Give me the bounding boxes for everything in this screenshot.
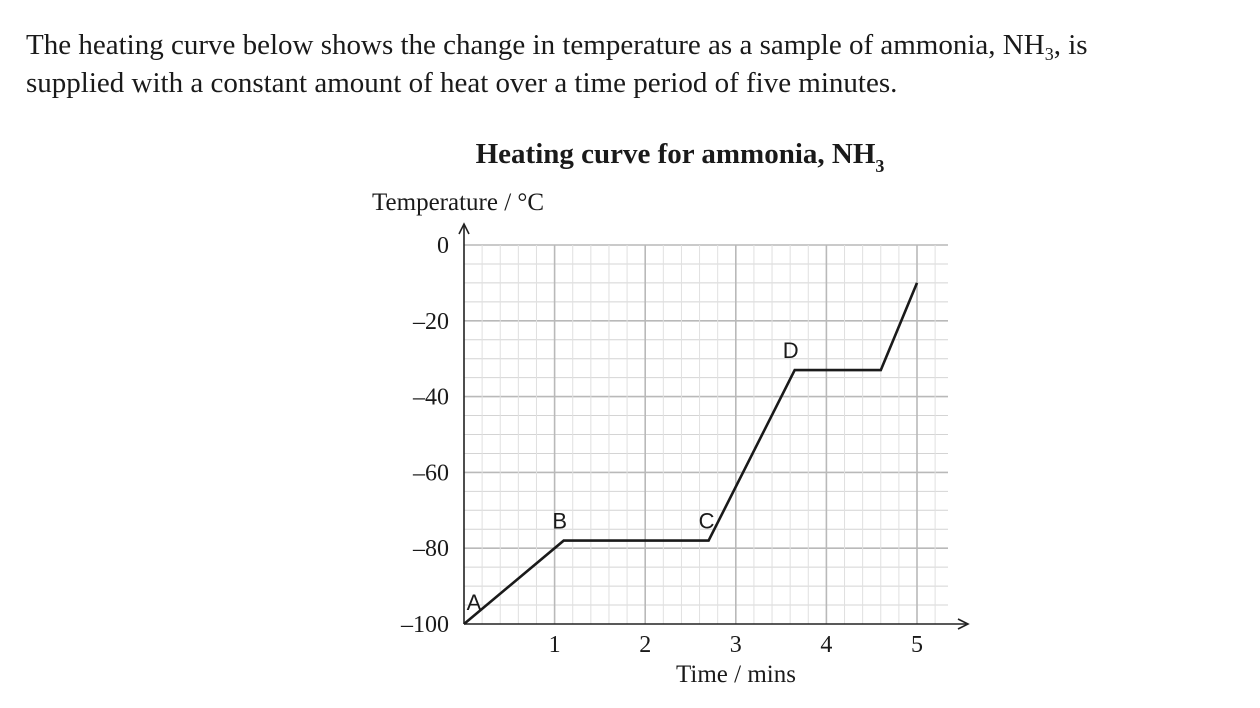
- x-axis-arrow: [957, 618, 970, 630]
- chart-title: Heating curve for ammonia, NH3: [300, 135, 1060, 176]
- x-tick-label: 2: [639, 632, 651, 658]
- question-line-1-text: The heating curve below shows the change…: [26, 29, 1045, 61]
- heating-curve-line: [463, 282, 919, 625]
- y-axis-label: Temperature / °C: [372, 189, 544, 216]
- chart-series: [463, 282, 919, 625]
- point-label-c: C: [699, 509, 715, 534]
- chart-ticks: 0 –20 –40 –60 –80 –100 1 2 3 4 5: [400, 233, 923, 658]
- x-tick-label: 5: [911, 632, 923, 658]
- chart-annotations: A B C D: [467, 338, 799, 615]
- question-text: The heating curve below shows the change…: [26, 26, 1236, 102]
- x-axis-label: Time / mins: [676, 661, 796, 688]
- point-label-b: B: [552, 509, 567, 534]
- chart-axes: [458, 222, 970, 630]
- question-line-2: supplied with a constant amount of heat …: [26, 67, 898, 99]
- y-tick-label: –40: [412, 385, 449, 411]
- x-tick-label: 4: [820, 632, 832, 658]
- formula-subscript: 3: [1044, 44, 1054, 64]
- y-tick-label: –60: [412, 460, 449, 486]
- x-tick-label: 1: [549, 632, 561, 658]
- y-axis-arrow: [458, 222, 470, 235]
- y-tick-label: –80: [412, 536, 449, 562]
- chart-grid: [464, 244, 948, 624]
- y-tick-label: –20: [412, 309, 449, 335]
- y-tick-label: –100: [400, 612, 449, 638]
- point-label-d: D: [783, 338, 799, 363]
- x-tick-label: 3: [730, 632, 742, 658]
- chart-title-text: Heating curve for ammonia, NH: [475, 138, 876, 170]
- y-tick-label: 0: [437, 233, 449, 259]
- chart-title-subscript: 3: [875, 156, 885, 176]
- question-line-1-end: , is: [1053, 29, 1088, 61]
- point-label-a: A: [467, 590, 482, 615]
- question-line-1: The heating curve below shows the change…: [26, 26, 1236, 64]
